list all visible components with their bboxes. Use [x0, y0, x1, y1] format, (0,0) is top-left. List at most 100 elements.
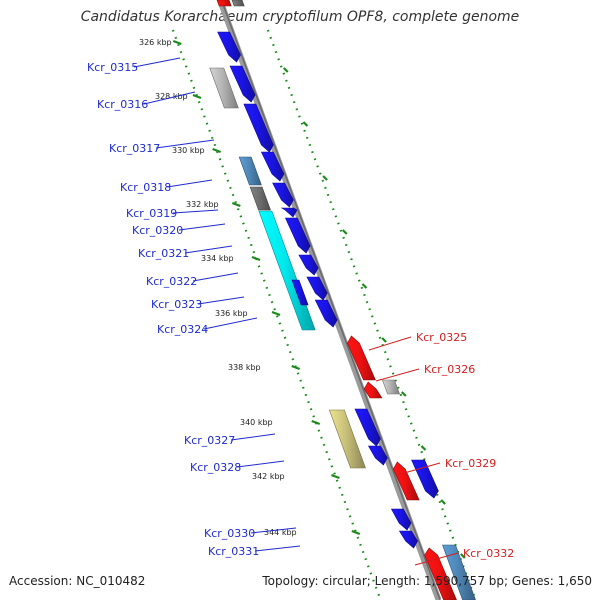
left-tick-mark [311, 419, 321, 426]
gene-label-kcr-0332[interactable]: Kcr_0332 [463, 547, 514, 560]
left-tick-mark [231, 201, 241, 208]
gene-kcr0326 [363, 381, 383, 399]
left-scale-line [171, 29, 382, 600]
leader-line [254, 545, 301, 552]
gene-label-kcr-0323[interactable]: Kcr_0323 [151, 298, 202, 311]
right-tick-mark [440, 499, 446, 505]
left-tick-mark [331, 473, 340, 480]
gene-kcr0319b [280, 207, 298, 218]
leader-line [184, 245, 233, 254]
leader-line [375, 368, 420, 382]
backbone-line [217, 0, 442, 600]
scale-label-kbp: 332 kbp [186, 200, 219, 209]
left-tick-mark [291, 364, 301, 371]
scale-label-kbp: 334 kbp [201, 254, 234, 263]
gene-label-kcr-0324[interactable]: Kcr_0324 [157, 323, 208, 336]
leader-line [192, 272, 239, 282]
leader-line [414, 552, 459, 566]
gene-top-fragment-gray [231, 0, 245, 7]
gene-label-kcr-0325[interactable]: Kcr_0325 [416, 331, 467, 344]
gene-kcr0327-khaki [328, 409, 366, 469]
leader-line [166, 179, 213, 188]
gene-kcr0329 [392, 461, 420, 501]
backbone-shadow [220, 0, 441, 600]
gene-kcr0323 [291, 279, 309, 306]
leader-line [236, 460, 285, 468]
scale-label-kbp: 342 kbp [252, 472, 285, 481]
gene-kcr0325 [347, 335, 376, 381]
scale-label-kbp: 338 kbp [228, 363, 261, 372]
leader-line [396, 462, 441, 476]
leader-line [155, 139, 215, 149]
leader-line [250, 527, 297, 534]
gene-features [209, 0, 476, 600]
left-tick-mark [172, 39, 182, 46]
gene-kcr0320 [284, 217, 311, 254]
gene-label-kcr-0326[interactable]: Kcr_0326 [424, 363, 475, 376]
gene-kcr0318 [260, 151, 285, 182]
scale-label-kbp: 326 kbp [139, 38, 172, 47]
gene-kcr0326-gray [382, 379, 400, 395]
gene-kcr0327 [354, 408, 381, 447]
gene-kcr0321-cyan [258, 210, 316, 331]
gene-label-kcr-0329[interactable]: Kcr_0329 [445, 457, 496, 470]
left-tick-mark [212, 147, 222, 154]
track-lines [171, 0, 477, 600]
gene-kcr0319-gray [249, 186, 271, 211]
leader-line [172, 209, 219, 214]
gene-label-kcr-0318[interactable]: Kcr_0318 [120, 181, 171, 194]
gene-label-kcr-0322[interactable]: Kcr_0322 [146, 275, 197, 288]
accession-text: Accession: NC_010482 [9, 574, 146, 588]
gene-kcr0322 [306, 276, 328, 301]
gene-kcr0316-gray [209, 67, 239, 109]
gene-top-fragment-red [216, 0, 232, 7]
right-tick-mark [381, 337, 387, 343]
gene-label-kcr-0315[interactable]: Kcr_0315 [87, 61, 138, 74]
right-tick-mark [282, 67, 289, 73]
right-tick-mark [420, 445, 427, 451]
gene-label-kcr-0316[interactable]: Kcr_0316 [97, 98, 148, 111]
gene-kcr0315 [217, 31, 241, 63]
scale-labels: 326 kbp 328 kbp 330 kbp 332 kbp 334 kbp 336 k… [139, 38, 297, 537]
gene-kcr0331 [398, 530, 418, 549]
gene-label-kcr-0317[interactable]: Kcr_0317 [109, 142, 160, 155]
right-tick-mark [460, 553, 466, 559]
topology-text: Topology: circular; Length: 1,590,757 bp… [262, 574, 592, 588]
gene-label-kcr-0327[interactable]: Kcr_0327 [184, 434, 235, 447]
leader-line [368, 336, 412, 351]
gene-kcr0321 [298, 254, 319, 276]
genome-title: Candidatus Korarchaeum cryptofilum OPF8,… [80, 9, 520, 25]
scale-label-kbp: 340 kbp [240, 418, 273, 427]
gene-label-kcr-0320[interactable]: Kcr_0320 [132, 224, 183, 237]
gene-kcr0332-steel [442, 544, 476, 600]
leader-line [178, 223, 226, 231]
right-tick-mark [322, 175, 328, 181]
gene-kcr0324 [314, 299, 338, 328]
gene-kcr0318-steel [238, 156, 262, 186]
left-tick-mark [271, 310, 281, 317]
leader-line [203, 317, 258, 330]
gene-label-kcr-0328[interactable]: Kcr_0328 [190, 461, 241, 474]
scale-label-kbp: 344 kbp [264, 528, 297, 537]
leader-line [197, 296, 245, 305]
gene-label-kcr-0321[interactable]: Kcr_0321 [138, 247, 189, 260]
leader-line [133, 57, 181, 68]
right-tick-mark [361, 283, 368, 289]
gene-label-kcr-0331[interactable]: Kcr_0331 [208, 545, 259, 558]
gene-kcr0317 [243, 103, 274, 153]
gene-labels: Kcr_0315 Kcr_0316 Kcr_0317 Kcr_0318 Kcr_0319… [87, 57, 514, 566]
leader-line [230, 433, 276, 441]
gene-kcr0316 [229, 65, 256, 103]
scale-label-kbp: 330 kbp [172, 146, 205, 155]
gene-label-kcr-0330[interactable]: Kcr_0330 [204, 527, 255, 540]
gene-kcr0330 [390, 508, 412, 531]
gene-kcr0332 [424, 547, 457, 600]
right-tick-mark [302, 121, 309, 127]
left-tick-mark [192, 93, 202, 100]
gene-kcr0319 [272, 182, 294, 208]
right-tick-mark [401, 391, 407, 397]
gene-label-kcr-0319[interactable]: Kcr_0319 [126, 207, 177, 220]
gene-kcr0328 [367, 445, 388, 466]
